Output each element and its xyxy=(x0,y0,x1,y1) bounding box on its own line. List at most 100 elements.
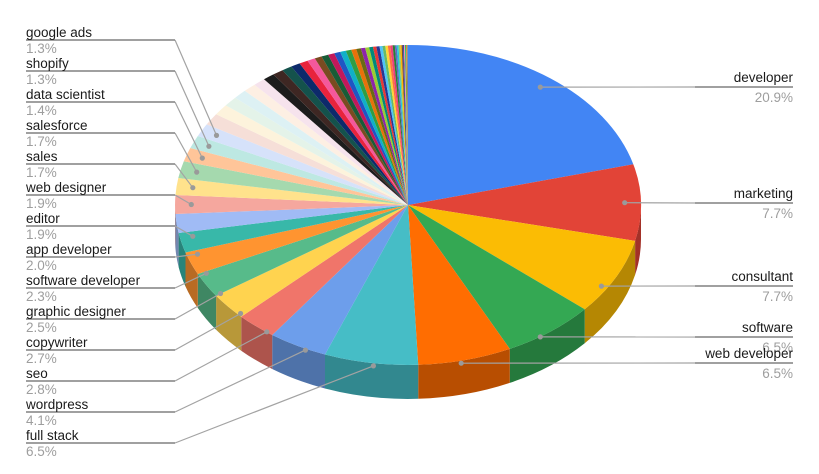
pie-slice-rim-graphic-designer xyxy=(197,274,217,330)
pie-slice-rim-copywriter xyxy=(216,295,242,351)
slice-pct-software-developer: 2.3% xyxy=(26,289,57,304)
pie-slice-other-4[interactable] xyxy=(244,84,408,205)
pie-slice-other-5[interactable] xyxy=(254,79,409,205)
pie-slice-rim-full-stack xyxy=(325,354,419,399)
pie-slice-rim-app-developer xyxy=(178,233,186,287)
pie-slice-rim-consultant xyxy=(584,240,636,344)
leader-dot xyxy=(217,290,224,297)
leader-dot xyxy=(537,84,543,90)
leader-line xyxy=(174,312,241,351)
slice-label-graphic-designer: graphic designer xyxy=(26,304,126,319)
pie-slice-other-31[interactable] xyxy=(394,45,408,206)
slice-label-full-stack: full stack xyxy=(26,428,79,443)
slice-label-consultant: consultant xyxy=(731,269,793,284)
pie-slice-other-33[interactable] xyxy=(398,45,409,205)
pie-slice-other-22[interactable] xyxy=(369,46,408,205)
pie-slice-data-scientist[interactable] xyxy=(183,148,408,205)
pie-slice-other-8[interactable] xyxy=(282,66,409,206)
pie-slice-sales[interactable] xyxy=(175,178,409,205)
slice-label-software: software xyxy=(742,320,793,335)
pie-slice-other-1[interactable] xyxy=(216,105,408,205)
slice-pct-editor: 1.9% xyxy=(26,227,57,242)
pie-slice-other-16[interactable] xyxy=(340,50,408,205)
pie-slice-other-34[interactable] xyxy=(400,45,408,206)
leader-dot xyxy=(598,283,605,289)
pie-slice-other-2[interactable] xyxy=(225,97,408,205)
leader-dot xyxy=(370,363,376,369)
leader-line xyxy=(174,292,221,320)
pie-slice-other-24[interactable] xyxy=(376,46,408,206)
pie-slice-developer[interactable] xyxy=(408,45,634,205)
leader-dot xyxy=(213,132,220,138)
slice-pct-app-developer: 2.0% xyxy=(26,258,57,273)
pie-slice-other-0[interactable] xyxy=(206,114,408,205)
pie-slice-web-designer[interactable] xyxy=(175,195,408,214)
leader-dot xyxy=(203,270,209,276)
slice-pct-marketing: 7.7% xyxy=(762,206,793,221)
pie-slice-shopify[interactable] xyxy=(190,136,408,205)
pie-slice-other-9[interactable] xyxy=(291,63,408,206)
pie-slice-software-developer[interactable] xyxy=(185,205,409,274)
leader-line xyxy=(174,163,194,189)
pie-slice-other-19[interactable] xyxy=(356,48,408,205)
slice-label-shopify: shopify xyxy=(26,56,69,71)
leader-line xyxy=(174,349,306,413)
pie-slice-other-13[interactable] xyxy=(321,54,409,206)
slice-pct-web-designer: 1.9% xyxy=(26,196,57,211)
pie-slice-other-15[interactable] xyxy=(334,51,408,206)
pie-slice-wordpress[interactable] xyxy=(272,205,408,355)
pie-slice-other-10[interactable] xyxy=(299,60,408,206)
pie-slice-full-stack[interactable] xyxy=(325,205,419,365)
pie-slice-salesforce[interactable] xyxy=(178,161,408,205)
pie-slice-other-26[interactable] xyxy=(382,45,408,205)
slice-pct-data-scientist: 1.4% xyxy=(26,103,57,118)
pie-slice-consultant[interactable] xyxy=(408,205,636,310)
leader-dot xyxy=(194,169,200,175)
pie-slice-other-12[interactable] xyxy=(314,56,408,206)
slice-pct-google-ads: 1.3% xyxy=(26,41,57,56)
pie-slice-other-21[interactable] xyxy=(365,47,408,206)
leader-dot xyxy=(190,233,196,239)
pie-slice-marketing[interactable] xyxy=(408,164,642,241)
pie-slice-software[interactable] xyxy=(408,205,585,349)
pie-slice-other-30[interactable] xyxy=(392,45,408,206)
pie-slice-other-11[interactable] xyxy=(307,58,409,206)
pie-slice-other-28[interactable] xyxy=(387,45,408,206)
slice-pct-web-developer: 6.5% xyxy=(762,366,793,381)
slice-pct-sales: 1.7% xyxy=(26,165,57,180)
leader-line xyxy=(174,272,207,289)
pie-slice-other-18[interactable] xyxy=(351,49,408,205)
pie-slice-seo[interactable] xyxy=(241,205,408,335)
pie-slice-other-25[interactable] xyxy=(379,46,409,205)
slice-pct-shopify: 1.3% xyxy=(26,72,57,87)
pie-slice-google-ads[interactable] xyxy=(197,124,408,205)
pie-slice-other-36[interactable] xyxy=(402,44,408,205)
slice-label-seo: seo xyxy=(26,366,48,381)
leader-dot xyxy=(264,329,270,335)
pie-slice-editor[interactable] xyxy=(175,205,408,233)
pie-slice-other-7[interactable] xyxy=(273,70,408,205)
pie-slice-other-14[interactable] xyxy=(328,53,408,206)
pie-slice-other-29[interactable] xyxy=(390,45,408,205)
pie-slice-other-37[interactable] xyxy=(404,44,408,205)
pie-slice-other-38[interactable] xyxy=(405,44,408,205)
pie-slice-other-27[interactable] xyxy=(385,45,408,205)
pie-slice-other-23[interactable] xyxy=(372,46,408,206)
pie-slice-rim-wordpress xyxy=(272,335,325,389)
pie-slice-graphic-designer[interactable] xyxy=(197,205,408,296)
pie-slice-other-39[interactable] xyxy=(406,44,408,205)
pie-slice-other-35[interactable] xyxy=(401,45,408,205)
pie-slice-other-40[interactable] xyxy=(406,44,408,205)
pie-slice-other-17[interactable] xyxy=(345,49,408,205)
pie-slice-app-developer[interactable] xyxy=(178,205,408,253)
pie-slice-copywriter[interactable] xyxy=(216,205,408,317)
pie-slice-other-6[interactable] xyxy=(264,74,408,206)
pie-slice-other-3[interactable] xyxy=(235,90,408,205)
slice-pct-salesforce: 1.7% xyxy=(26,134,57,149)
pie-slice-other-32[interactable] xyxy=(396,45,408,205)
leader-dot xyxy=(190,185,196,191)
pie-slice-web-developer[interactable] xyxy=(408,205,510,365)
pie-slice-other-20[interactable] xyxy=(360,47,408,206)
leader-dot xyxy=(302,347,308,353)
pie-slice-other-41[interactable] xyxy=(407,44,408,205)
